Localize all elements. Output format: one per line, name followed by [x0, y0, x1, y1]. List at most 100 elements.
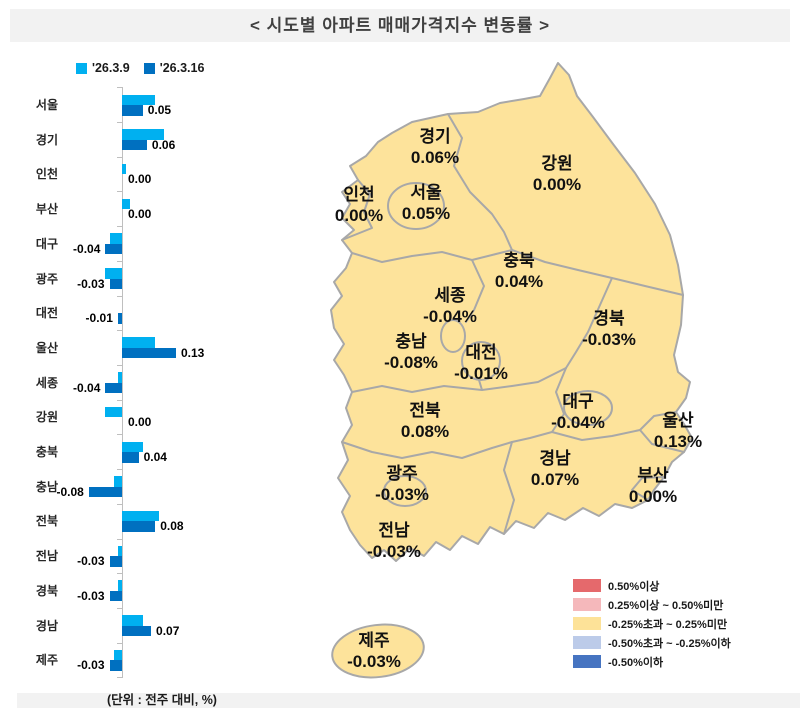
bar-curr — [105, 382, 122, 394]
category-label: 경기 — [35, 132, 58, 147]
map-legend-label: -0.50%초과 ~ -0.25%이하 — [608, 637, 731, 650]
data-label: -0.03 — [77, 588, 105, 603]
data-label: -0.03 — [77, 554, 105, 569]
map-label-region-name: 경기 — [419, 126, 451, 146]
bar-curr — [105, 243, 122, 255]
axis-tick — [117, 87, 122, 89]
legend-swatch — [76, 62, 87, 74]
map-label-region-value: 0.13% — [653, 432, 703, 451]
map-label-region-value: 0.00% — [628, 487, 678, 506]
map-label-전남: 전남 -0.03% — [367, 520, 421, 563]
map-label-region-name: 제주 — [358, 630, 390, 650]
legend-swatch — [143, 62, 155, 74]
map-label-region-value: 0.00% — [532, 175, 582, 194]
bar-curr — [109, 660, 122, 671]
map-legend-label: 0.50%이상 — [608, 580, 660, 593]
map-label-region-value: -0.03% — [347, 652, 401, 671]
bar-prev — [117, 580, 123, 591]
axis-tick — [117, 573, 122, 575]
map-label-region-value: -0.04% — [551, 413, 605, 432]
category-label: 인천 — [35, 167, 58, 182]
bar-curr — [109, 278, 122, 289]
bar-curr — [109, 556, 122, 567]
bar-prev — [122, 615, 143, 626]
axis-tick — [117, 538, 122, 540]
legend-label: '26.3.16 — [159, 61, 205, 75]
map-border-jeonnam-gyeongnam — [503, 441, 515, 535]
map-region-jeju — [331, 623, 425, 679]
map-label-region-value: 0.04% — [494, 272, 544, 291]
map-border-gyeongbuk-gyeongnam — [551, 429, 641, 441]
map-region-daegu — [563, 390, 613, 426]
category-label: 광주 — [35, 271, 58, 286]
map-label-region-name: 서울 — [410, 182, 442, 202]
map-legend-swatch — [573, 636, 601, 649]
legend-label: '26.3.9 — [92, 61, 130, 75]
map-label-region-value: -0.03% — [375, 485, 429, 504]
map-label-region-name: 울산 — [662, 410, 694, 430]
bar-prev — [113, 649, 122, 661]
bar-prev — [122, 198, 131, 210]
bar-curr — [122, 139, 147, 151]
map-legend-swatch — [573, 655, 601, 668]
map-legend-swatch — [573, 598, 601, 611]
map-legend-label: -0.50%이하 — [608, 656, 664, 669]
map-label-경북: 경북 -0.03% — [582, 308, 636, 351]
data-label: 0.00 — [128, 415, 152, 430]
map-label-region-value: -0.03% — [582, 330, 636, 349]
bar-curr — [109, 590, 122, 602]
bar-curr — [122, 625, 152, 636]
category-label: 울산 — [35, 340, 58, 355]
data-label: -0.04 — [73, 380, 101, 395]
map-label-region-value: -0.08% — [384, 353, 438, 372]
axis-tick — [117, 330, 122, 332]
bar-prev — [109, 233, 122, 244]
axis-tick — [117, 295, 122, 297]
data-label: 0.06 — [151, 137, 176, 152]
map-label-region-name: 광주 — [386, 463, 418, 483]
data-label: -0.03 — [77, 276, 105, 291]
map-label-광주: 광주 -0.03% — [375, 463, 429, 506]
bar-curr — [117, 313, 123, 324]
map-label-인천: 인천 0.00% — [335, 184, 383, 227]
map-label-세종: 세종 -0.04% — [423, 285, 477, 328]
map-label-region-name: 전북 — [409, 400, 441, 420]
axis-tick — [117, 503, 122, 505]
map-legend-swatch — [573, 579, 601, 592]
bar-prev — [117, 372, 123, 383]
bar-prev — [122, 163, 127, 175]
axis-tick — [117, 677, 122, 679]
category-label: 강원 — [35, 410, 58, 425]
map-label-경남: 경남 0.07% — [531, 448, 579, 491]
value-axis-line — [122, 87, 123, 678]
unit-note: (단위 : 전주 대비, %) — [107, 693, 217, 707]
axis-tick — [117, 226, 122, 228]
data-label: -0.01 — [85, 311, 113, 326]
bar-prev — [122, 337, 156, 348]
map-label-region-value: 0.00% — [334, 206, 384, 225]
data-label: 0.13 — [180, 345, 205, 360]
map-label-울산: 울산 0.13% — [654, 410, 702, 453]
axis-tick — [117, 122, 122, 123]
bar-curr — [122, 347, 176, 359]
map-label-region-name: 인천 — [343, 184, 375, 204]
map-legend-label: -0.25%초과 ~ 0.25%미만 — [608, 618, 728, 631]
map-border-chungnam-jeonbuk — [351, 367, 567, 393]
map-legend-row: 0.25%이상 ~ 0.50%미만 — [573, 598, 731, 612]
map-border-incheon — [341, 179, 373, 241]
axis-tick — [117, 607, 122, 609]
map-label-region-name: 강원 — [541, 153, 573, 173]
map-label-대전: 대전 -0.01% — [454, 342, 508, 385]
bar-curr — [88, 486, 122, 498]
map-border-chungbuk-gyeongbuk — [565, 277, 613, 369]
map-label-경기: 경기 0.06% — [411, 126, 459, 169]
map-label-서울: 서울 0.05% — [402, 182, 450, 225]
map-legend: 0.50%이상 0.25%이상 ~ 0.50%미만 -0.25%초과 ~ 0.25%… — [573, 579, 731, 674]
axis-tick — [117, 642, 122, 644]
map-border-busan — [631, 476, 665, 501]
map-label-region-value: 0.08% — [400, 422, 450, 441]
axis-tick — [117, 434, 122, 436]
map-legend-label: 0.25%이상 ~ 0.50%미만 — [608, 599, 724, 612]
